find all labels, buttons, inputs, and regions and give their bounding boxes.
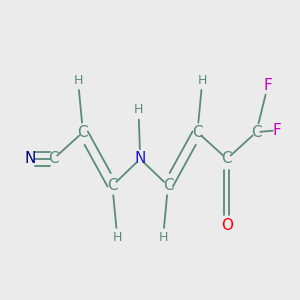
Text: H: H: [198, 74, 207, 87]
Text: C: C: [222, 152, 232, 166]
Text: N: N: [25, 152, 36, 166]
Text: F: F: [263, 78, 272, 93]
Text: O: O: [221, 218, 233, 233]
Text: H: H: [158, 231, 168, 244]
Text: C: C: [251, 125, 262, 140]
Text: F: F: [272, 123, 281, 138]
Text: C: C: [107, 178, 118, 193]
Text: C: C: [48, 152, 59, 166]
Text: C: C: [163, 178, 173, 193]
Text: C: C: [192, 125, 203, 140]
Text: C: C: [78, 125, 88, 140]
Text: H: H: [73, 74, 83, 87]
Text: H: H: [112, 231, 122, 244]
Text: N: N: [134, 152, 146, 166]
Text: H: H: [134, 103, 143, 116]
